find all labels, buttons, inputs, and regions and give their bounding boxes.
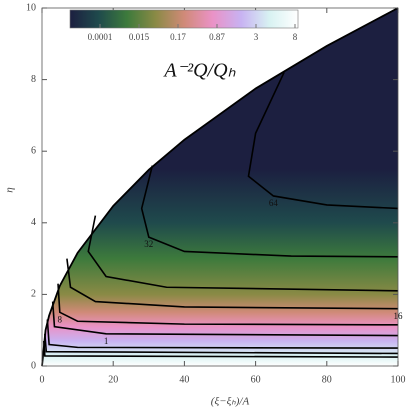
x-axis-label: (ξ−ξₕ)/A [211,396,250,408]
y-tick-label: 4 [31,217,36,228]
colorbar-label: 3 [254,32,259,42]
contour-line [87,215,399,292]
plot-frame [41,7,399,367]
x-tick-label: 100 [391,374,406,385]
y-tick-label: 6 [31,145,36,156]
colorbar-label: 0.17 [170,32,186,42]
contour-label: 1 [104,336,109,346]
colorbar-label: 0.015 [129,32,150,42]
colorbar-label: 8 [293,32,298,42]
contour-label: 32 [144,239,153,249]
y-axis-label: η [4,187,16,192]
contour-line [66,258,399,310]
contour-line [140,165,399,258]
contour-label: 64 [269,198,279,208]
contour-line [57,283,399,326]
x-tick-label: 80 [322,374,332,385]
y-tick-label: 2 [31,289,36,300]
y-tick-label: 8 [31,74,36,85]
colorbar-label: 0.0001 [88,32,113,42]
contour-label: 8 [58,314,63,324]
region-boundary [41,7,399,367]
contour-line [247,72,399,210]
x-tick-label: 20 [108,374,118,385]
y-tick-label: 0 [31,360,36,371]
y-tick-label: 10 [26,2,36,13]
chart-title: A⁻²Q/Qₕ [162,60,236,82]
contour-line [46,319,399,349]
colorbar [69,9,299,29]
x-tick-label: 60 [251,374,261,385]
contour-line [51,301,399,337]
density-region [42,8,398,366]
x-tick-label: 40 [179,374,189,385]
colorbar-label: 0.87 [209,32,225,42]
x-tick-label: 0 [40,374,45,385]
